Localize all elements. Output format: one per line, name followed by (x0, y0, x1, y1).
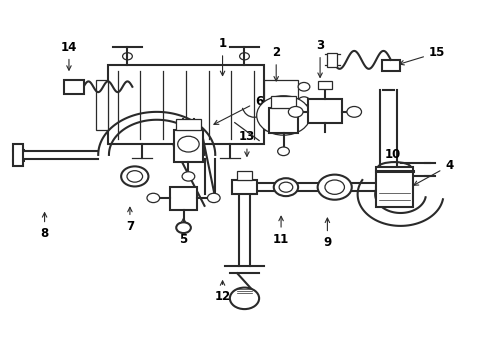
Bar (96, 80, 108, 130)
Text: 4: 4 (413, 159, 452, 185)
Text: 7: 7 (125, 207, 134, 233)
Circle shape (147, 193, 159, 203)
Bar (268, 108, 298, 134)
Bar (176, 119, 200, 130)
Text: 14: 14 (61, 41, 77, 70)
Circle shape (346, 107, 361, 117)
Text: 15: 15 (399, 46, 445, 65)
Circle shape (298, 97, 309, 105)
Text: 9: 9 (323, 218, 331, 249)
Bar (232, 180, 256, 194)
Circle shape (176, 222, 190, 233)
Circle shape (279, 182, 292, 192)
Circle shape (256, 96, 310, 135)
Bar (237, 171, 251, 180)
Bar (375, 167, 412, 207)
Bar (64, 80, 83, 94)
Bar (169, 187, 197, 211)
Circle shape (317, 175, 351, 200)
Text: 6: 6 (214, 95, 263, 124)
Circle shape (207, 193, 220, 203)
Text: 1: 1 (218, 37, 226, 76)
Circle shape (277, 147, 289, 156)
Circle shape (288, 107, 303, 117)
Circle shape (182, 172, 194, 181)
Text: 13: 13 (238, 130, 255, 156)
Bar (271, 96, 295, 108)
Circle shape (298, 115, 309, 123)
Circle shape (127, 171, 142, 182)
Bar (307, 99, 341, 123)
Bar (327, 53, 336, 67)
Circle shape (325, 180, 344, 194)
Circle shape (273, 178, 298, 196)
Text: 3: 3 (315, 39, 324, 77)
Bar (108, 65, 264, 144)
Text: 2: 2 (272, 46, 280, 81)
Text: 12: 12 (214, 281, 230, 303)
Circle shape (121, 166, 148, 186)
Circle shape (229, 288, 259, 309)
Text: 5: 5 (179, 218, 187, 246)
Text: 10: 10 (385, 148, 401, 176)
Text: 8: 8 (41, 213, 49, 240)
Bar (317, 81, 331, 89)
Bar (381, 60, 399, 71)
Text: 11: 11 (272, 216, 288, 246)
Bar (13, 144, 22, 166)
Bar (173, 130, 203, 162)
Bar (264, 80, 298, 130)
Circle shape (177, 136, 199, 152)
Circle shape (298, 82, 309, 91)
